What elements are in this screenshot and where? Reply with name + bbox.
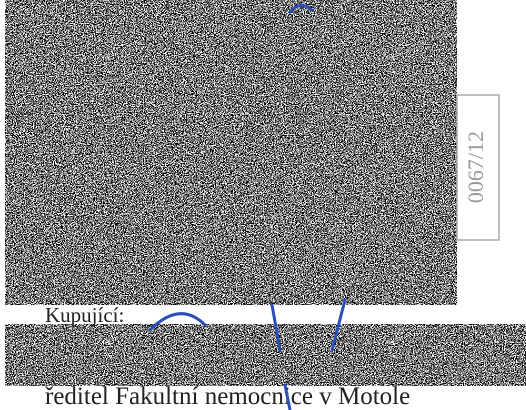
- redacted-area: [5, 0, 457, 305]
- buyer-label: Kupující:: [45, 303, 124, 327]
- pen-stroke: [270, 303, 282, 352]
- pen-stroke: [148, 312, 207, 332]
- stamp-number: 0067/12: [463, 131, 488, 203]
- pen-stroke: [283, 383, 292, 410]
- stamp-box: [456, 94, 500, 241]
- pen-stroke: [330, 298, 347, 352]
- pen-strokes: [148, 4, 347, 410]
- signatory: ředitel Fakultní nemocnice v Motole: [45, 383, 410, 410]
- redacted-band: [5, 324, 526, 386]
- pen-stroke: [288, 4, 314, 14]
